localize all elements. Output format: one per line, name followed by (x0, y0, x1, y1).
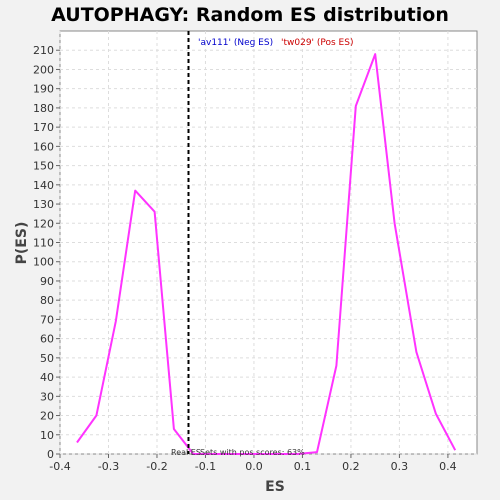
plot-area (59, 30, 478, 455)
x-tick-label: -0.2 (146, 460, 167, 473)
y-tick-label: 100 (33, 256, 54, 269)
y-tick-label: 30 (40, 390, 54, 403)
x-axis-label: ES (265, 479, 285, 495)
y-tick-label: 20 (40, 410, 54, 423)
y-tick-label: 90 (40, 275, 54, 288)
y-tick-label: 210 (33, 44, 54, 57)
annotations: 'av111' (Neg ES) 'tw029' (Pos ES) Real E… (171, 38, 353, 457)
y-tick-label: 0 (47, 448, 54, 461)
y-tick-label: 110 (33, 237, 54, 250)
sets-pos-scores-label: Sets with pos scores: 63% (200, 448, 305, 457)
y-tick-label: 10 (40, 429, 54, 442)
y-tick-label: 160 (33, 140, 54, 153)
neg-es-label: 'av111' (Neg ES) (198, 38, 273, 48)
y-tick-label: 190 (33, 83, 54, 96)
y-tick-label: 50 (40, 352, 54, 365)
series-lines (76, 31, 457, 455)
pos-es-label: 'tw029' (Pos ES) (281, 38, 353, 48)
x-tick-label: -0.3 (98, 460, 119, 473)
y-axis-label: P(ES) (14, 222, 30, 265)
x-tick-label: -0.1 (195, 460, 216, 473)
x-tick-label: 0.1 (294, 460, 312, 473)
y-tick-label: 80 (40, 294, 54, 307)
y-tick-label: 180 (33, 102, 54, 115)
x-tick-label: 0.2 (342, 460, 360, 473)
x-tick-label: 0.3 (391, 460, 409, 473)
y-tick-label: 200 (33, 63, 54, 76)
y-tick-label: 70 (40, 313, 54, 326)
chart-title: AUTOPHAGY: Random ES distribution (51, 4, 449, 26)
y-tick-label: 150 (33, 160, 54, 173)
y-tick-label: 140 (33, 179, 54, 192)
y-tick-label: 130 (33, 198, 54, 211)
y-tick-label: 120 (33, 217, 54, 230)
x-tick-label: -0.4 (49, 460, 70, 473)
y-tick-label: 60 (40, 333, 54, 346)
series-line (76, 53, 457, 455)
y-tick-label: 170 (33, 121, 54, 134)
axis-ticks: 0 10 20 30 40 50 60 70 80 90 100 110 120 130 140 150 160… (33, 44, 457, 473)
y-tick-label: 40 (40, 371, 54, 384)
x-tick-label: 0.4 (439, 460, 457, 473)
real-es-label: Real ES (171, 448, 201, 457)
x-tick-label: 0.0 (245, 460, 263, 473)
